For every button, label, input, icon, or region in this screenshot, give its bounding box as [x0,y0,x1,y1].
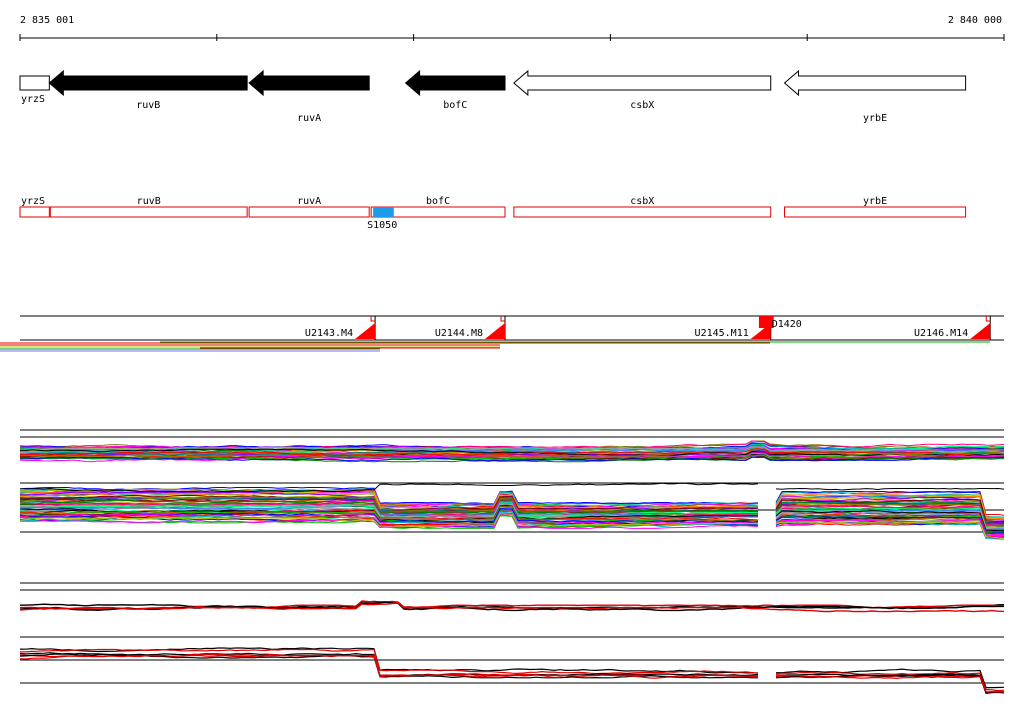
annotation-label-ruvA: ruvA [297,196,321,207]
expression-profiles-multicolor [19,440,1005,540]
expression-profile-line [775,516,1005,534]
annotation-label-yrzS: yrzS [21,196,45,207]
expression-panel-multi [19,429,1005,540]
expression-profile-line [775,518,1005,535]
gene-label-ruvB: ruvB [136,100,160,111]
expression-profile-line [775,514,1005,533]
expression-profile-line [775,494,1005,520]
annotation-label-ruvB: ruvB [137,196,161,207]
transcription-unit-track: U2143.M4 U2144.M8 U2145.M11 U2146.M14 [20,315,1004,341]
coordinate-ruler: 2 835 001 2 840 000 [19,15,1005,41]
unit-terminator-U2144.M8[interactable] [485,323,506,339]
expression-profile-line [19,501,759,518]
expression-profile-line [19,506,759,524]
gene-arrow-ruvA[interactable] [248,69,370,97]
expression-profile-line [19,456,1005,463]
gene-track: yrzS ruvB ruvA bofC csbX yrbE [19,69,967,124]
feature-s1050[interactable]: S1050 [367,207,397,231]
expression-profile-line [19,510,759,525]
annotation-box-ruvA[interactable] [248,206,370,218]
expression-profile-line [775,508,1005,530]
expression-profile-line [775,491,1005,518]
annotation-label-bofC: bofC [426,196,450,207]
expression-profile-line [775,504,1005,527]
annotation-box-yrzS[interactable] [19,206,50,218]
expression-profile-line [19,448,1005,456]
marker-d1420[interactable]: D1420 [758,316,802,330]
expression-profile-line [19,499,759,515]
gene-arrow-ruvB[interactable] [48,69,248,97]
marker-label: D1420 [772,319,802,330]
gene-arrow-csbX[interactable] [513,69,772,97]
expression-profile-line [19,513,758,528]
gene-label-csbX: csbX [630,100,654,111]
annotation-box-ruvB[interactable] [49,206,248,218]
expression-profile-line [19,488,758,510]
gene-label-ruvA: ruvA [297,113,321,124]
expression-profile-line [775,514,1005,534]
expression-profile-line [19,653,759,678]
gene-label-bofC: bofC [443,100,467,111]
feature-box[interactable] [373,207,394,217]
expression-profile-line [20,482,759,493]
expression-profiles-red [19,600,1005,694]
coverage-stripes [0,341,990,352]
annotation-box-yrbE[interactable] [784,206,967,218]
gene-arrow-bofC[interactable] [404,69,506,97]
expression-profile-line [19,448,1005,457]
expression-profile-line [776,674,1005,693]
unit-terminator-U2143.M4[interactable] [355,323,376,339]
unit-terminator-U2146.M14[interactable] [970,323,991,339]
expression-profile-line [19,452,1005,463]
expression-profile-line [19,511,759,528]
expression-profile-line [19,446,1005,453]
unit-label-U2145.M11: U2145.M11 [695,328,749,339]
gene-label-yrzS: yrzS [21,94,45,105]
annotation-label-yrbE: yrbE [863,196,887,207]
expression-profile-line [19,503,759,521]
expression-profile-line [20,514,759,529]
marker-box[interactable] [758,316,774,328]
expression-profile-line [775,521,1005,539]
expression-profile-line [19,451,1004,459]
expression-profile-line [775,671,1005,692]
unit-label-U2144.M8: U2144.M8 [435,328,483,339]
gene-label-yrbE: yrbE [863,113,887,124]
expression-profile-line [19,489,759,508]
expression-panel-red [19,582,1005,694]
annotation-track: yrzS ruvB ruvA bofC csbX yrbE [19,196,967,218]
expression-profile-line [19,456,1005,461]
expression-profile-line [775,499,1005,523]
gene-arrow-yrbE[interactable] [783,69,967,97]
expression-profile-line [19,504,758,522]
expression-profile-line [19,654,759,679]
expression-profile-line [775,487,1005,491]
annotation-label-csbX: csbX [630,196,654,207]
gene-arrow-yrzS[interactable] [19,75,50,91]
expression-profile-line [20,648,759,675]
expression-profile-line [775,506,1004,529]
annotation-box-bofC[interactable] [370,206,506,218]
annotation-box-csbX[interactable] [513,206,772,218]
expression-profile-line [776,668,1005,689]
feature-label: S1050 [367,220,397,231]
expression-profile-line [775,522,1004,539]
ruler-end-label: 2 840 000 [948,15,1002,26]
expression-profile-line [775,510,1005,532]
unit-label-U2146.M14: U2146.M14 [914,328,968,339]
ruler-start-label: 2 835 001 [20,15,74,26]
unit-label-U2143.M4: U2143.M4 [305,328,353,339]
expression-profile-line [775,494,1005,519]
expression-profile-line [19,499,759,516]
expression-profile-line [19,602,1005,613]
expression-profile-line [775,502,1004,525]
expression-profile-line [775,503,1005,526]
ruler-ticks [19,34,1005,41]
